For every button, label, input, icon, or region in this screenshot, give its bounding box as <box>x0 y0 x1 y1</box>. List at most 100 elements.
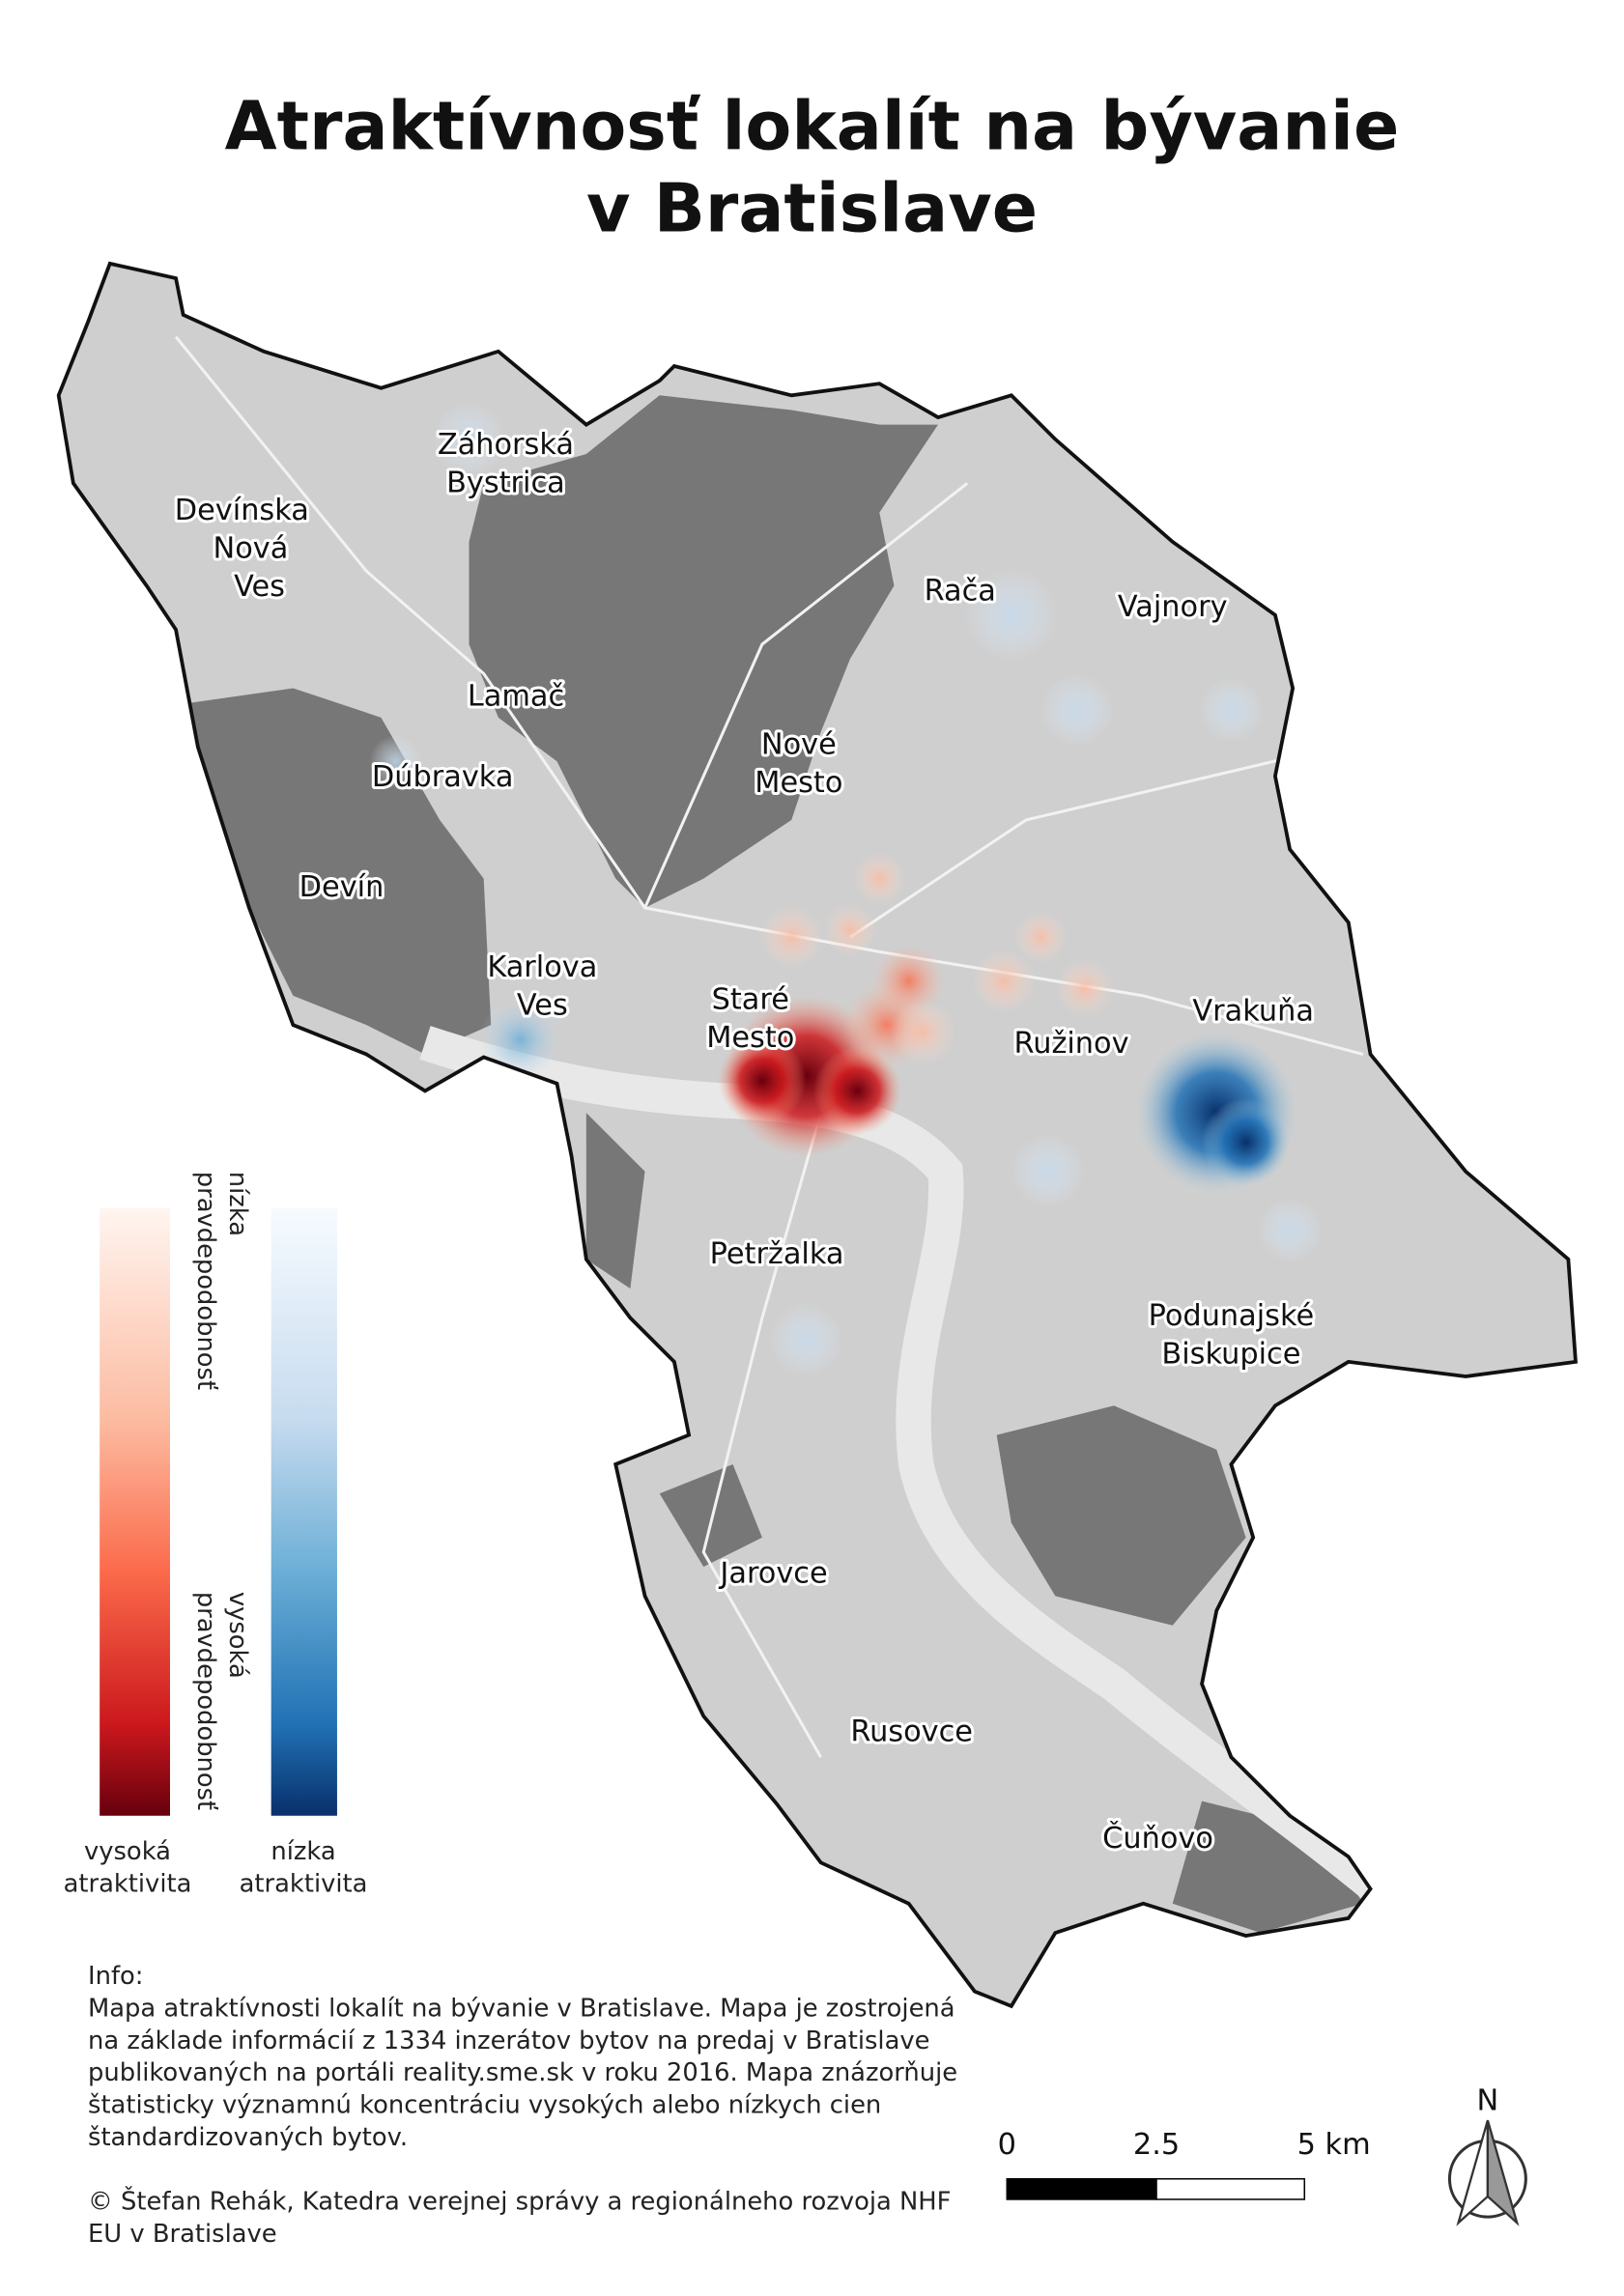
hotspot <box>1011 1134 1085 1208</box>
forest <box>659 1463 762 1568</box>
district-label-line: Ružinov <box>1014 1027 1129 1061</box>
district-label-line: Devínska <box>175 494 309 527</box>
district-label-line: Vajnory <box>1118 590 1228 624</box>
hotspot <box>823 903 877 956</box>
district-label-line: Jarovce <box>718 1557 827 1591</box>
district-label-line: Záhorská <box>438 428 574 462</box>
district-label: Vrakuňa <box>1192 995 1314 1029</box>
scale-black <box>1006 2177 1157 2200</box>
legend-label: vysoká <box>84 1837 171 1866</box>
scale-label: 5 km <box>1297 2128 1371 2162</box>
district-label-line: Karlova <box>487 950 597 984</box>
district-labels: Záhorská Bystrica Devínska Nová Ves Rača Vajno… <box>172 425 1317 1858</box>
hotspot <box>891 1000 956 1065</box>
scale-label: 2.5 <box>1133 2128 1180 2162</box>
hotspot <box>971 949 1037 1014</box>
forest <box>469 395 938 908</box>
info-line: Info: <box>88 1962 143 1991</box>
roads <box>174 335 1364 1758</box>
district-label: Lamač <box>468 680 564 714</box>
title-line: Atraktívnosť lokalít na bývanie <box>225 88 1400 166</box>
forest <box>585 1113 645 1290</box>
legend-label: nízka <box>271 1837 335 1866</box>
north-right <box>1486 2119 1520 2226</box>
info-line: EU v Bratislave <box>88 2220 277 2249</box>
district-label: Podunajské Biskupice <box>1149 1299 1314 1371</box>
legend-axis-label: pravdepodobnosť <box>191 1592 220 1810</box>
hotspot <box>432 402 506 476</box>
city-area <box>58 263 1576 2006</box>
north-left <box>1456 2119 1490 2226</box>
info-line: Mapa atraktívnosti lokalít na bývanie v … <box>88 1994 955 2023</box>
district-label-line: Biskupice <box>1161 1337 1300 1371</box>
district-label-line: Bystrica <box>446 466 565 499</box>
district-label: Vajnory <box>1118 590 1228 624</box>
district-label: Rusovce <box>850 1715 973 1748</box>
hotspot <box>769 1303 843 1376</box>
title-line: v Bratislave <box>586 170 1038 248</box>
district-label: Devín <box>299 870 385 904</box>
district-label: Petržalka <box>710 1237 844 1271</box>
legend-red-bar <box>100 1207 170 1816</box>
district-label-line: Ves <box>234 570 285 604</box>
legend-label: atraktivita <box>240 1870 368 1899</box>
hotspot <box>871 944 946 1018</box>
hotspot <box>1257 1198 1323 1262</box>
district-label: Nové Mesto <box>755 728 842 800</box>
district-label-line: Lamač <box>468 680 564 714</box>
hotspot <box>1199 677 1264 743</box>
district-label-line: Staré <box>712 982 789 1016</box>
district-label-line: Dúbravka <box>372 760 514 794</box>
legend-blue-bar <box>271 1207 337 1816</box>
district-label-line: Nová <box>214 532 289 566</box>
info-line: štandardizovaných bytov. <box>88 2123 408 2152</box>
hotspot <box>369 735 422 788</box>
district-label-line: Rusovce <box>850 1715 973 1748</box>
info-line: štatisticky významnú koncentráciu vysoký… <box>88 2091 881 2120</box>
hotspot <box>852 852 906 905</box>
forest <box>190 688 492 1055</box>
legend-axis-label: vysoká <box>223 1592 252 1679</box>
legend-axis-label: pravdepodobnosť <box>191 1172 220 1390</box>
district-label: Staré Mesto <box>706 982 794 1054</box>
hotspot <box>758 904 824 970</box>
district-label: Čuňovo <box>1102 1820 1213 1856</box>
district-label: Devínska Nová Ves <box>175 494 309 604</box>
hotspot <box>479 998 562 1081</box>
info-line: publikovaných na portáli reality.sme.sk … <box>88 2058 957 2087</box>
legend-axis-label: nízka <box>223 1172 252 1236</box>
hotspot <box>718 1036 807 1125</box>
district-label-line: Vrakuňa <box>1192 995 1314 1029</box>
district-label-line: Ves <box>517 989 568 1023</box>
hotspot <box>964 568 1059 663</box>
district-label-line: Nové <box>761 728 837 762</box>
legend: nízkapravdepodobnosťvysokápravdepodobnos… <box>64 1172 368 1899</box>
hotspot <box>1202 1097 1291 1186</box>
info-line: © Štefan Rehák, Katedra verejnej správy … <box>88 2186 951 2217</box>
info-line: na základe informácií z 1334 inzerátov b… <box>88 2027 929 2055</box>
scale-bar: 0 2.5 5 km <box>998 2128 1371 2200</box>
district-label-line: Podunajské <box>1149 1299 1314 1333</box>
info: Info: Mapa atraktívnosti lokalít na bývan… <box>88 1962 957 2249</box>
district-label: Rača <box>925 575 996 609</box>
hotspot <box>1040 673 1115 748</box>
district-label-line: Devín <box>299 870 385 904</box>
district-label-line: Čuňovo <box>1102 1820 1213 1856</box>
district-label: Záhorská Bystrica <box>438 428 574 499</box>
hotspot <box>1055 958 1115 1018</box>
district-label: Ružinov <box>1014 1027 1129 1061</box>
scale-white <box>1155 2177 1306 2200</box>
north-label: N <box>1477 2083 1499 2117</box>
scale-label: 0 <box>998 2128 1016 2162</box>
city-border <box>56 261 1578 2009</box>
north-arrow: N <box>1447 2083 1527 2226</box>
district-label-line: Mesto <box>755 766 842 800</box>
hotspot <box>1013 910 1068 964</box>
forest <box>996 1405 1246 1626</box>
district-label-line: Petržalka <box>710 1237 844 1271</box>
hotspot <box>813 1046 902 1135</box>
